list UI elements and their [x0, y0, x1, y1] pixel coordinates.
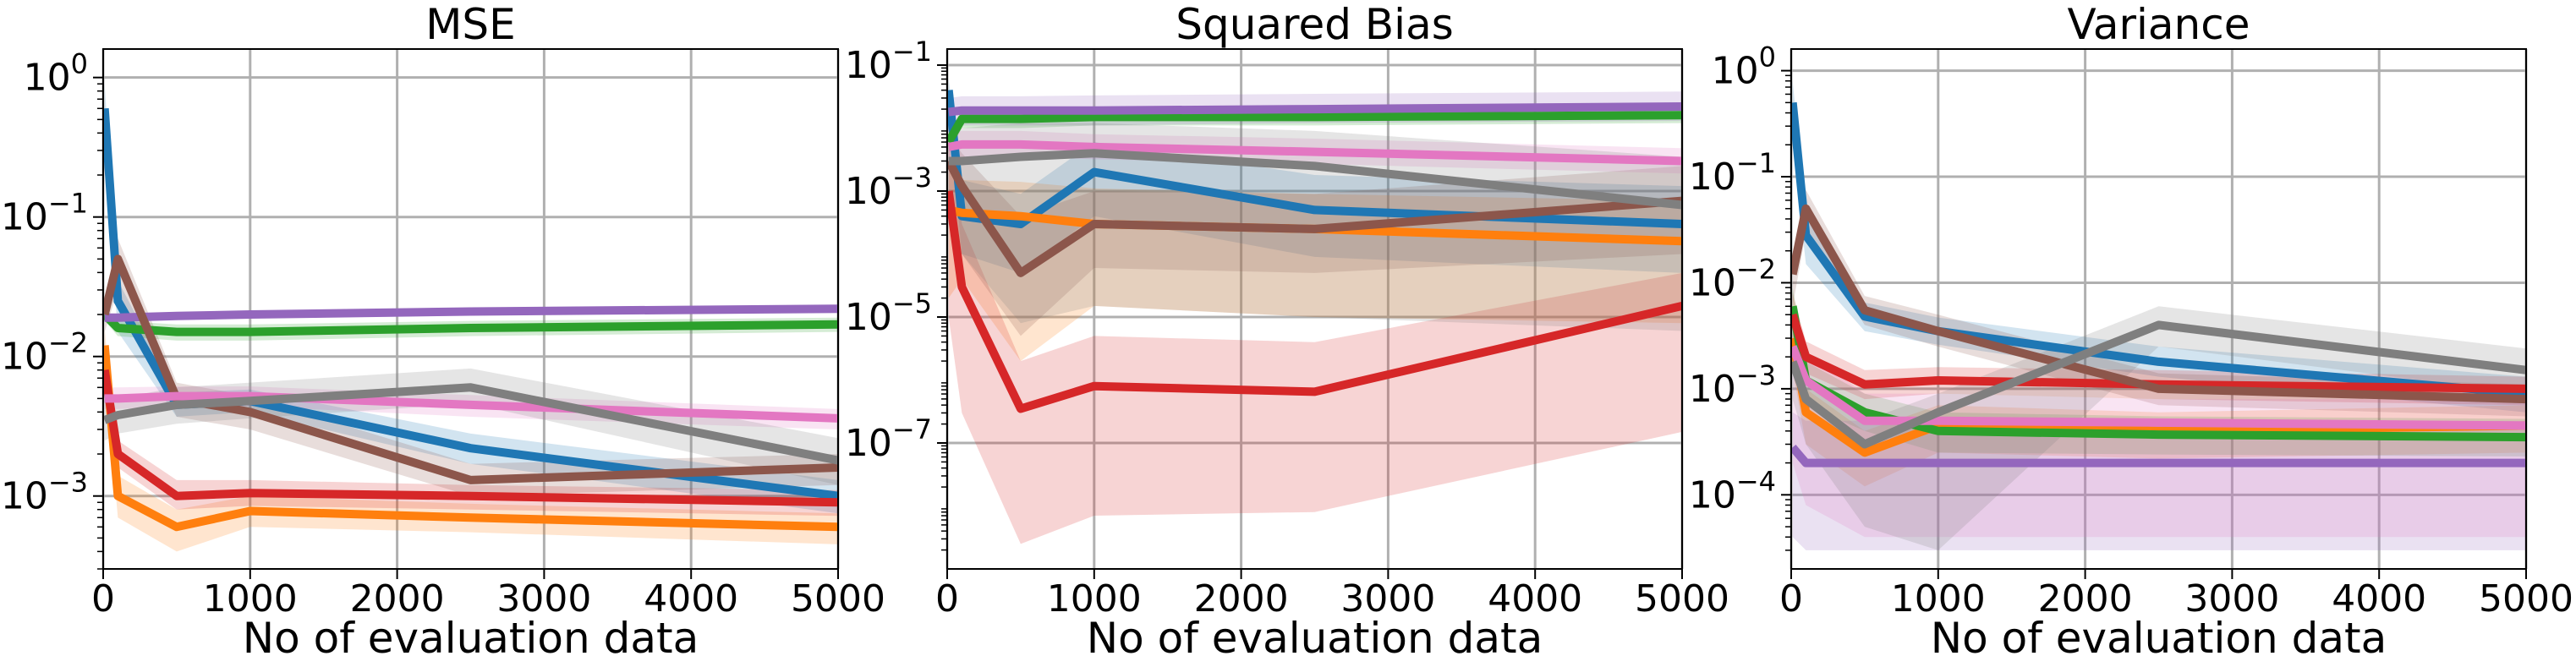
squared-bias-chart-title: Squared Bias [1176, 0, 1454, 49]
mse-y-tick-label: 10−3 [1, 467, 88, 518]
squared-bias-x-tick-label: 5000 [1635, 577, 1729, 621]
mse-x-axis-label: No of evaluation data [243, 614, 699, 663]
mse-y-tick-label: 100 [24, 48, 88, 100]
variance-y-tick-label: 10−2 [1689, 253, 1776, 304]
variance-x-tick-label: 5000 [2479, 577, 2573, 621]
variance-y-tick-label: 10−3 [1689, 359, 1776, 411]
mse-x-tick-label: 3000 [496, 577, 591, 621]
chart-squared-bias: 0 1000 2000 3000 4000 5000 10−1 10−3 10−5 10−7 Squ… [845, 0, 1729, 663]
variance-x-axis-label: No of evaluation data [1931, 614, 2387, 663]
variance-y-tick-label: 10−4 [1689, 465, 1776, 517]
variance-band-gray [1792, 306, 2526, 550]
squared-bias-plot-area [947, 79, 1682, 544]
mse-line-gray [103, 383, 838, 465]
variance-chart-title: Variance [2068, 0, 2250, 49]
squared-bias-x-tick-label: 1000 [1047, 577, 1142, 621]
variance-x-tick-label: 2000 [2038, 577, 2133, 621]
chart-variance: 0 1000 2000 3000 4000 5000 100 10−1 10−2 10−3 10−4… [1689, 0, 2573, 663]
chart-mse: 0 1000 2000 3000 4000 5000 100 10−1 10−2 10−3 MSE N… [1, 0, 885, 663]
mse-axes-frame [102, 48, 839, 570]
mse-x-tick-label: 1000 [203, 577, 298, 621]
variance-y-tick-label: 10−1 [1689, 147, 1776, 199]
squared-bias-x-tick-label: 4000 [1488, 577, 1582, 621]
squared-bias-line-orange [947, 205, 1682, 246]
variance-line-red [1791, 313, 2526, 393]
variance-x-tick-label: 3000 [2184, 577, 2279, 621]
mse-line-orange [103, 345, 838, 532]
variance-band-green [1792, 287, 2526, 457]
mse-x-tick-label: 5000 [791, 577, 885, 621]
mse-y-tick-label: 10−1 [1, 188, 88, 239]
variance-axes-frame [1790, 48, 2527, 570]
mse-line-green [103, 311, 838, 336]
squared-bias-axes-frame [946, 48, 1683, 570]
mse-line-red [103, 369, 838, 507]
mse-x-tick-label: 2000 [350, 577, 445, 621]
mse-x-tick-label: 0 [91, 577, 115, 621]
squared-bias-x-tick-label: 3000 [1340, 577, 1435, 621]
variance-plot-area [1791, 80, 2526, 550]
variance-x-tick-label: 1000 [1891, 577, 1986, 621]
mse-line-pink [104, 391, 838, 423]
squared-bias-line-purple [948, 102, 1682, 117]
squared-bias-y-tick-label: 10−7 [845, 413, 932, 465]
squared-bias-x-tick-label: 2000 [1194, 577, 1289, 621]
squared-bias-band-blue [948, 79, 1682, 273]
squared-bias-line-green [947, 111, 1682, 145]
mse-x-tick-label: 4000 [644, 577, 738, 621]
variance-x-tick-label: 4000 [2332, 577, 2426, 621]
squared-bias-line-brown [947, 159, 1682, 277]
squared-bias-x-tick-label: 0 [935, 577, 959, 621]
mse-chart-title: MSE [425, 0, 515, 49]
mse-band-brown [104, 238, 838, 496]
mse-plot-area [103, 84, 838, 552]
variance-line-purple [1791, 444, 2526, 467]
variance-band-blue [1792, 80, 2526, 413]
variance-x-tick-label: 0 [1779, 577, 1803, 621]
squared-bias-line-blue [947, 90, 1682, 228]
squared-bias-line-red [947, 190, 1682, 413]
variance-band-purple [1792, 412, 2526, 550]
variance-line-gray [1791, 320, 2526, 449]
variance-line-brown [1791, 204, 2526, 404]
squared-bias-band-red [948, 146, 1682, 544]
mse-y-tick-label: 10−2 [1, 327, 88, 379]
squared-bias-line-pink [947, 139, 1682, 166]
variance-y-tick-label: 100 [1712, 41, 1776, 93]
squared-bias-y-tick-label: 10−5 [845, 287, 932, 339]
squared-bias-y-tick-label: 10−3 [845, 161, 932, 213]
mse-line-purple [104, 304, 838, 322]
variance-line-pink [1791, 345, 2526, 430]
squared-bias-line-gray [948, 149, 1682, 210]
squared-bias-x-axis-label: No of evaluation data [1087, 614, 1543, 663]
squared-bias-y-tick-label: 10−1 [845, 36, 932, 87]
variance-band-orange [1792, 314, 2526, 487]
